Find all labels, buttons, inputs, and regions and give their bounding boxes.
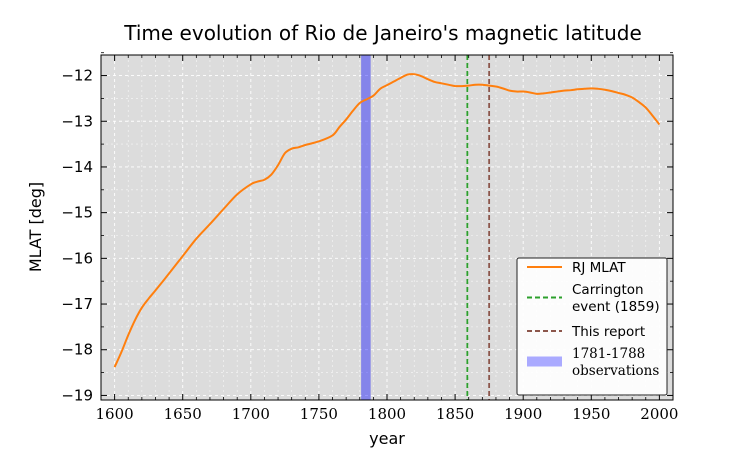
legend-label: observations xyxy=(572,363,659,379)
y-axis-label: MLAT [deg] xyxy=(26,182,45,272)
data-series xyxy=(113,73,661,368)
y-tick-label: −19 xyxy=(61,386,93,404)
y-tick-label: −12 xyxy=(61,67,93,85)
y-tick-label: −14 xyxy=(61,158,93,176)
legend-label: RJ MLAT xyxy=(572,260,626,276)
legend-label: This report xyxy=(571,324,645,340)
legend-label: 1781-1788 xyxy=(572,346,645,362)
event-lines xyxy=(466,55,491,400)
legend-handle-patch xyxy=(527,356,562,367)
y-tick-label: −15 xyxy=(61,204,93,222)
observation-spans xyxy=(361,55,371,400)
chart-title: Time evolution of Rio de Janeiro's magne… xyxy=(123,21,642,45)
x-tick-label: 1600 xyxy=(96,405,134,423)
axis-ticks xyxy=(101,52,673,400)
x-tick-label: 1850 xyxy=(436,405,474,423)
x-tick-label: 1950 xyxy=(572,405,610,423)
x-tick-label: 1700 xyxy=(232,405,270,423)
y-tick-labels: −12 −13 −14 −15 −16 −17 −18 −19 xyxy=(61,67,93,405)
x-tick-label: 1800 xyxy=(368,405,406,423)
x-tick-label: 1650 xyxy=(164,405,202,423)
x-tick-label: 1900 xyxy=(504,405,542,423)
y-tick-label: −17 xyxy=(61,295,93,313)
x-tick-label: 2000 xyxy=(640,405,678,423)
series-line-rj-mlat xyxy=(113,73,661,368)
y-tick-label: −18 xyxy=(61,341,93,359)
observation-span xyxy=(361,55,371,400)
x-tick-label: 1750 xyxy=(300,405,338,423)
x-axis-label: year xyxy=(369,429,405,448)
y-tick-label: −13 xyxy=(61,112,93,130)
y-tick-label: −16 xyxy=(61,249,93,267)
x-tick-labels: 1600 1650 1700 1750 1800 1850 1900 1950 2000 xyxy=(96,405,679,423)
legend-label: Carrington xyxy=(572,282,644,298)
legend-label: event (1859) xyxy=(572,299,660,315)
